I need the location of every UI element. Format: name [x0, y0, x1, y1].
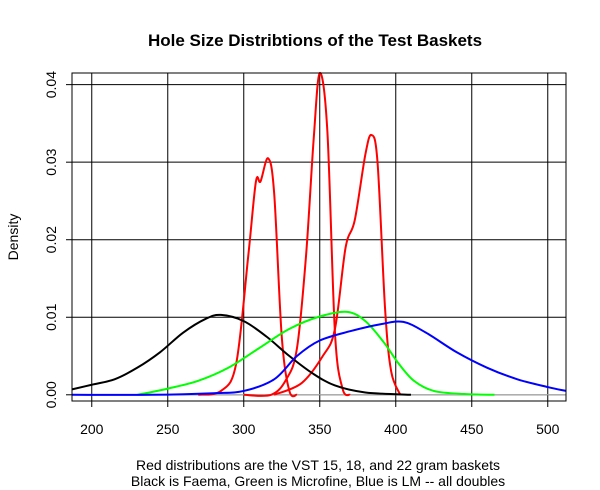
x-tick-label: 350	[308, 421, 332, 437]
y-axis: 0.00 0.01 0.02 0.03 0.04	[43, 71, 72, 408]
plot-frame	[71, 72, 567, 402]
y-tick-label: 0.04	[43, 71, 59, 98]
series-line-4	[71, 313, 412, 396]
x-tick-label: 400	[384, 421, 408, 437]
x-tick-label: 250	[156, 421, 180, 437]
x-axis: 200 250 300 350 400 450 500	[80, 401, 560, 437]
y-tick-label: 0.02	[43, 226, 59, 253]
y-axis-label: Density	[5, 214, 21, 261]
series-line-3	[273, 133, 402, 396]
series-line-6	[71, 320, 567, 396]
x-tick-label: 200	[80, 421, 104, 437]
series-line-1	[197, 157, 298, 398]
y-tick-label: 0.03	[43, 148, 59, 175]
x-tick-label: 450	[460, 421, 484, 437]
y-tick-label: 0.01	[43, 303, 59, 330]
series-line-5	[137, 310, 495, 396]
caption-line-1: Red distributions are the VST 15, 18, an…	[136, 457, 500, 473]
chart-title: Hole Size Distribtions of the Test Baske…	[148, 31, 482, 50]
x-tick-label: 300	[232, 421, 256, 437]
grid-lines	[72, 73, 566, 401]
caption-line-2: Black is Faema, Green is Microfine, Blue…	[131, 473, 505, 489]
y-tick-label: 0.00	[43, 381, 59, 408]
series-group	[71, 71, 567, 398]
x-tick-label: 500	[536, 421, 560, 437]
